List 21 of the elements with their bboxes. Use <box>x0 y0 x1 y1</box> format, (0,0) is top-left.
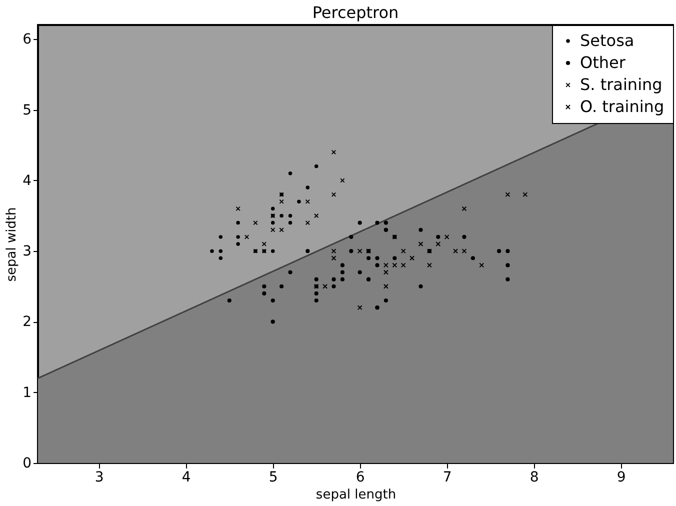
legend-label: Other <box>580 53 626 72</box>
x-tick-label: 8 <box>530 470 539 486</box>
legend-label: S. training <box>580 75 662 94</box>
y-tick-label: 1 <box>22 384 32 401</box>
x-tick-label: 3 <box>94 470 104 486</box>
y-tick-label: 4 <box>22 172 32 189</box>
x-tick-label: 4 <box>182 470 191 486</box>
chart-title: Perceptron <box>312 3 399 22</box>
x-axis-title: sepal length <box>316 488 396 502</box>
x-tick-label: 5 <box>268 470 278 486</box>
y-axis-title: sepal width <box>4 207 20 282</box>
y-tick-label: 5 <box>22 102 32 118</box>
legend-label: Setosa <box>580 31 634 50</box>
y-tick-label: 6 <box>22 32 32 48</box>
legend-label: O. training <box>580 97 664 116</box>
x-tick-label: 6 <box>356 470 365 486</box>
x-tick-label: 7 <box>442 470 452 486</box>
y-tick-label: 3 <box>22 244 32 260</box>
y-tick-label: 2 <box>22 314 32 330</box>
x-tick-label: 9 <box>616 470 626 486</box>
y-tick-label: 0 <box>22 456 32 472</box>
